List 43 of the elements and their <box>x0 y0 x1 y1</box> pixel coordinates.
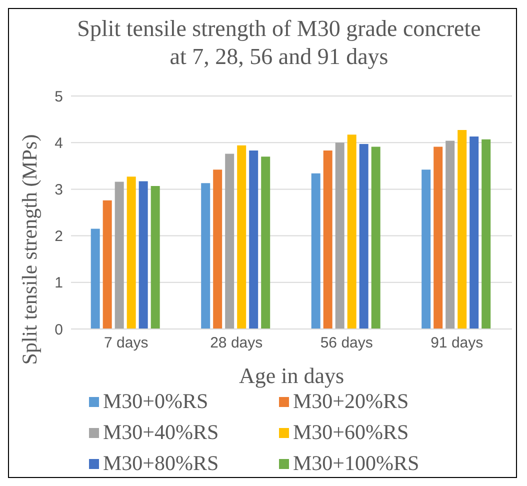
x-tick-label: 28 days <box>210 334 263 352</box>
bar <box>114 182 124 329</box>
bar <box>311 173 320 329</box>
legend-label: M30+60%RS <box>292 420 410 445</box>
bar <box>237 145 246 329</box>
bar <box>102 200 112 329</box>
bar <box>249 150 258 329</box>
bar <box>359 144 368 329</box>
bar <box>150 186 160 329</box>
y-tick-label: 1 <box>54 274 63 292</box>
x-axis-title: Age in days <box>238 363 344 388</box>
bar <box>138 181 148 329</box>
bar <box>225 154 234 329</box>
legend-label: M30+20%RS <box>292 389 410 414</box>
bar <box>458 130 467 329</box>
legend-label: M30+100%RS <box>292 451 420 476</box>
bar <box>422 170 431 329</box>
y-tick-label: 0 <box>54 321 63 338</box>
legend-label: M30+40%RS <box>102 420 220 445</box>
y-axis-title: Split tensile strength (MPs) <box>18 134 42 364</box>
bar <box>201 183 210 329</box>
bar <box>470 136 479 329</box>
bar <box>323 150 332 329</box>
bar <box>482 139 491 329</box>
bar <box>126 176 136 329</box>
legend-label: M30+0%RS <box>102 389 210 414</box>
bar <box>434 146 443 329</box>
bar <box>347 134 356 329</box>
bar <box>213 170 222 329</box>
x-tick-label: 56 days <box>320 334 373 352</box>
y-tick-label: 5 <box>54 88 63 106</box>
bar <box>261 156 270 329</box>
bar <box>335 142 344 329</box>
bar <box>446 140 455 329</box>
chart-title: Split tensile strength of M30 grade concrete at 7, 28, 56 and 91 days <box>76 15 482 71</box>
bar <box>371 146 380 329</box>
y-tick-label: 2 <box>54 228 63 246</box>
bar <box>90 228 100 329</box>
x-tick-label: 91 days <box>430 334 484 352</box>
y-tick-label: 3 <box>54 182 63 199</box>
legend-label: M30+80%RS <box>102 451 220 476</box>
x-tick-label: 7 days <box>104 334 148 352</box>
y-tick-label: 4 <box>54 134 63 152</box>
